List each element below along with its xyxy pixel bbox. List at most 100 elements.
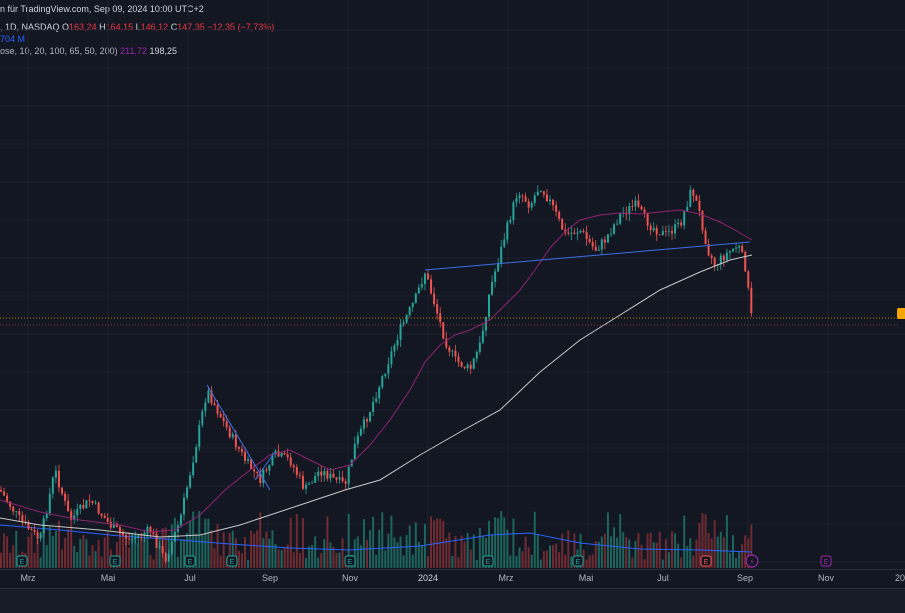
bottom-toolbar	[0, 588, 905, 613]
volume-bar	[125, 539, 128, 568]
volume-bar	[530, 554, 533, 568]
volume-bar	[555, 543, 558, 568]
candle-body	[719, 255, 722, 265]
volume-bar	[402, 555, 405, 568]
volume-bar	[387, 533, 390, 568]
time-axis-tick: Jul	[184, 573, 196, 583]
candle-body	[161, 546, 164, 554]
candle-body	[399, 324, 402, 341]
volume-bar	[189, 521, 192, 568]
earnings-marker-label: E	[188, 559, 193, 566]
candle-body	[27, 522, 30, 529]
candle-body	[707, 244, 710, 256]
candle-body	[628, 206, 631, 215]
volume-bar	[341, 538, 344, 568]
candle-body	[305, 484, 307, 489]
volume-bar	[411, 554, 414, 568]
candle-body	[280, 453, 283, 457]
earnings-marker-box	[16, 555, 28, 567]
downtrend-line	[206, 384, 271, 491]
candle-body	[85, 500, 88, 509]
volume-bar	[603, 533, 606, 568]
volume-bar	[356, 536, 359, 568]
volume-bar	[51, 536, 54, 568]
candle-body	[442, 322, 445, 339]
candle-body	[131, 538, 134, 540]
volume-bar	[158, 537, 161, 568]
volume-bar	[399, 536, 402, 568]
candle-body	[741, 245, 744, 253]
candle-body	[67, 500, 70, 512]
candle-body	[533, 195, 536, 203]
volume-bar	[210, 529, 213, 568]
volume-bar	[472, 534, 475, 568]
candle-body	[378, 387, 381, 399]
candle-body	[326, 470, 329, 479]
volume-bar	[549, 545, 551, 568]
volume-bar	[396, 542, 399, 568]
volume-bar	[353, 539, 356, 568]
volume-bar	[545, 550, 548, 568]
volume-bar	[710, 538, 713, 568]
volume-bar	[195, 533, 198, 568]
short-trend-line	[254, 451, 276, 481]
volume-bar	[439, 518, 442, 568]
volume-bar	[131, 532, 134, 568]
earnings-markers: E E E E E E E E E ⚡	[16, 554, 832, 568]
volume-bar	[390, 515, 393, 568]
candle-body	[728, 251, 731, 253]
candle-body	[497, 263, 500, 272]
volume-bar	[305, 557, 307, 568]
candle-body	[439, 313, 442, 323]
volume-bar	[39, 557, 42, 568]
candle-body	[247, 459, 250, 461]
candle-body	[646, 212, 649, 226]
candle-body	[240, 448, 243, 453]
open-value: 163,24	[69, 22, 97, 32]
candle-body	[222, 417, 225, 422]
candle-body	[561, 218, 564, 230]
candle-body	[9, 501, 12, 507]
candle-body	[436, 304, 439, 314]
candle-body	[51, 477, 54, 494]
volume-bar	[262, 538, 265, 568]
candle-body	[542, 191, 545, 195]
candle-body	[262, 469, 265, 484]
candle-body	[256, 471, 259, 473]
volume-bar	[73, 545, 76, 568]
volume-bar	[442, 520, 445, 568]
volume-bar	[97, 539, 100, 568]
volume-bar	[298, 553, 301, 568]
candle-body	[213, 403, 216, 406]
candle-body	[36, 531, 39, 539]
volume-bar	[713, 520, 716, 568]
volume-ma	[0, 524, 753, 553]
candle-body	[128, 538, 131, 540]
candle-body	[100, 513, 103, 516]
candle-body	[6, 495, 9, 502]
candle-body	[3, 491, 6, 496]
volume-bar	[542, 551, 545, 568]
earnings-marker-label: E	[704, 559, 709, 566]
volume-bar	[686, 546, 689, 568]
candle-body	[134, 537, 137, 539]
volume-bar	[335, 552, 338, 568]
volume-bar	[661, 559, 664, 568]
candle-body	[475, 351, 478, 359]
volume-bar	[689, 538, 692, 568]
candle-body	[619, 213, 622, 224]
ma-value-2: 198,25	[149, 46, 178, 56]
volume-bar	[143, 538, 146, 568]
candle-body	[582, 230, 585, 232]
candle-body	[555, 205, 558, 212]
volume-bar	[384, 550, 387, 568]
candle-body	[79, 504, 82, 510]
volume-bar	[427, 556, 429, 568]
candle-body	[405, 315, 408, 323]
time-axis-tick: 20	[895, 573, 905, 583]
volume-bar	[45, 545, 48, 568]
volume-bar	[381, 512, 384, 568]
volume-bar	[637, 532, 640, 568]
volume-bar	[219, 555, 222, 568]
